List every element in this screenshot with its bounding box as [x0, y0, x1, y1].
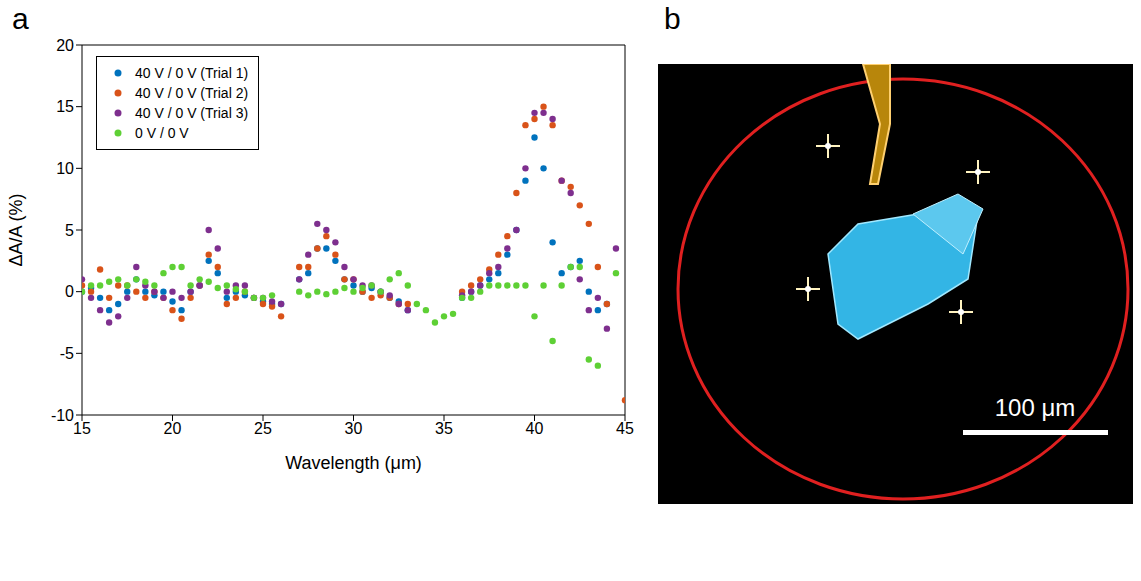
svg-text:100 μm: 100 μm	[995, 394, 1076, 421]
svg-text:15: 15	[56, 98, 74, 115]
svg-text:20: 20	[164, 420, 182, 437]
html-text:0 V / 0 V: 0 V / 0 V	[135, 125, 189, 141]
svg-text:10: 10	[56, 160, 74, 177]
html-text:40 V / 0 V (Trial 2): 40 V / 0 V (Trial 2)	[135, 85, 249, 101]
svg-text:35: 35	[435, 420, 453, 437]
svg-text:ΔA/A (%): ΔA/A (%)	[6, 193, 26, 266]
svg-text:0: 0	[65, 283, 74, 300]
svg-text:20: 20	[56, 37, 74, 54]
svg-text:25: 25	[254, 420, 272, 437]
svg-text:-10: -10	[51, 407, 74, 424]
svg-text:Wavelength (μm): Wavelength (μm)	[285, 453, 422, 473]
svg-text:40: 40	[526, 420, 544, 437]
html-text:a: a	[12, 2, 29, 35]
svg-text:5: 5	[65, 222, 74, 239]
svg-text:30: 30	[345, 420, 363, 437]
html-text:b: b	[664, 2, 681, 35]
svg-text:15: 15	[73, 420, 91, 437]
html-text:40 V / 0 V (Trial 1): 40 V / 0 V (Trial 1)	[135, 65, 249, 81]
html-text:40 V / 0 V (Trial 3): 40 V / 0 V (Trial 3)	[135, 105, 249, 121]
svg-text:-5: -5	[60, 345, 74, 362]
svg-text:45: 45	[616, 420, 634, 437]
